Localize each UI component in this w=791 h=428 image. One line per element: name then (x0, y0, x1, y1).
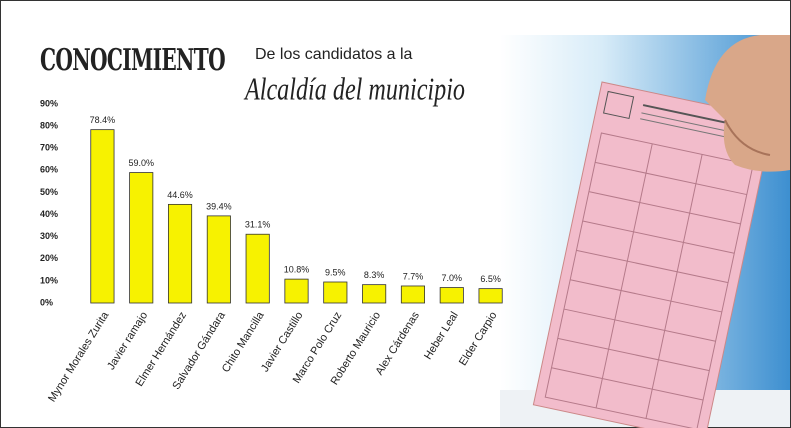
value-label: 9.5% (325, 267, 346, 277)
bar (439, 287, 464, 304)
chart-subtitle: De los candidatos a la (255, 46, 413, 63)
bar (129, 172, 154, 304)
value-label: 44.6% (167, 190, 193, 200)
y-tick-label: 60% (40, 165, 58, 175)
y-tick-label: 70% (40, 143, 58, 153)
y-tick-label: 30% (40, 231, 58, 241)
value-label: 78.4% (90, 115, 116, 125)
bar (323, 281, 348, 304)
value-label: 10.8% (284, 264, 310, 274)
bar (206, 215, 231, 304)
y-tick-label: 0% (40, 297, 53, 307)
bar (478, 288, 503, 304)
value-label: 6.5% (480, 274, 501, 284)
bar (362, 284, 387, 304)
value-label: 8.3% (364, 270, 385, 280)
y-tick-label: 40% (40, 209, 58, 219)
value-label: 39.4% (206, 201, 232, 211)
y-tick-label: 20% (40, 253, 58, 263)
value-label: 7.0% (442, 273, 463, 283)
bar (90, 129, 115, 304)
value-label: 7.7% (403, 271, 424, 281)
y-tick-label: 80% (40, 120, 58, 130)
y-tick-label: 10% (40, 275, 58, 285)
bar (245, 233, 270, 304)
bar (400, 285, 425, 304)
bar (167, 203, 193, 304)
y-tick-label: 50% (40, 187, 58, 197)
value-label: 59.0% (128, 158, 154, 168)
chart-subtitle-2: Alcaldía del municipio (243, 70, 465, 106)
y-tick-label: 90% (40, 98, 58, 108)
bar (284, 278, 309, 304)
ballot-illustration (500, 35, 790, 428)
value-label: 31.1% (245, 220, 271, 230)
chart-title: CONOCIMIENTO (40, 43, 225, 78)
